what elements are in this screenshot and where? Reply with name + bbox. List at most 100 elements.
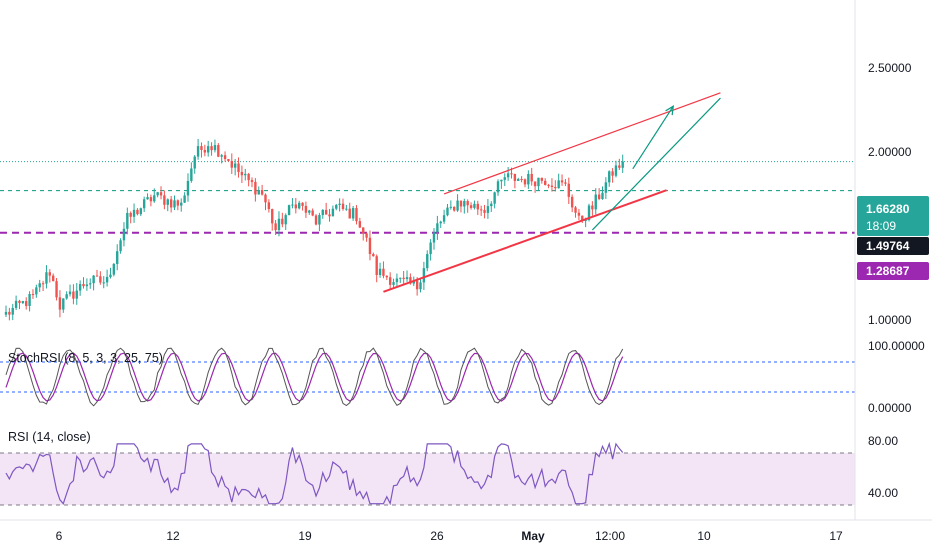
candle-body bbox=[567, 183, 570, 197]
time-tick-label: May bbox=[521, 529, 545, 543]
candle-body bbox=[65, 294, 68, 299]
candle-body bbox=[139, 208, 142, 215]
candle-body bbox=[530, 173, 533, 182]
candle-body bbox=[358, 221, 362, 228]
candle-body bbox=[479, 209, 483, 211]
lower-channel-trendline bbox=[383, 189, 667, 293]
candle-body bbox=[119, 240, 122, 252]
candle-body bbox=[109, 274, 112, 277]
candle-body bbox=[200, 146, 203, 150]
candle-body bbox=[163, 195, 166, 205]
rsi-axis-label: 80.00 bbox=[868, 434, 898, 448]
candle-body bbox=[608, 171, 611, 183]
candle-body bbox=[564, 182, 567, 184]
candle-body bbox=[469, 205, 473, 208]
stochrsi-pane[interactable] bbox=[0, 347, 855, 407]
candle-body bbox=[597, 194, 601, 200]
candle-body bbox=[533, 181, 537, 187]
stochrsi-title[interactable]: StochRSI (8, 5, 3, 3, 25, 75) bbox=[8, 351, 163, 365]
candle-body bbox=[48, 272, 52, 276]
candle-body bbox=[308, 210, 311, 213]
candle-body bbox=[193, 156, 196, 169]
candle-body bbox=[149, 197, 153, 202]
candle-body bbox=[210, 146, 213, 151]
candle-body bbox=[560, 180, 564, 183]
candle-body bbox=[375, 256, 378, 275]
rsi-pane[interactable] bbox=[0, 441, 855, 506]
time-tick-label: 12:00 bbox=[595, 529, 625, 543]
candle-body bbox=[62, 298, 65, 310]
candle-body bbox=[220, 155, 223, 157]
candle-body bbox=[122, 228, 126, 241]
support-tag bbox=[857, 262, 929, 280]
candle-body bbox=[570, 196, 574, 208]
candle-body bbox=[426, 254, 429, 269]
price-tick-label: 2.00000 bbox=[868, 145, 912, 159]
arrow-short-trendline bbox=[632, 105, 674, 170]
axes bbox=[0, 0, 932, 521]
candle-body bbox=[173, 200, 176, 208]
candle-body bbox=[254, 181, 257, 195]
rsi-title[interactable]: RSI (14, close) bbox=[8, 430, 91, 444]
candle-body bbox=[456, 200, 459, 211]
rsi-band-fill bbox=[0, 453, 855, 505]
candle-body bbox=[584, 220, 587, 222]
candle-body bbox=[594, 194, 597, 210]
stoch-k-line bbox=[5, 347, 624, 407]
candle-body bbox=[35, 287, 38, 295]
stoch-axis-label: 0.00000 bbox=[868, 401, 912, 415]
candle-body bbox=[318, 215, 321, 225]
candle-body bbox=[557, 180, 560, 189]
candle-body bbox=[314, 215, 318, 225]
candle-body bbox=[601, 192, 604, 200]
upper-channel-trendline bbox=[443, 92, 721, 195]
last-price-value: 1.66280 bbox=[866, 202, 910, 216]
candle-body bbox=[604, 182, 608, 193]
candle-body bbox=[264, 194, 267, 203]
candle-body bbox=[233, 163, 237, 168]
arrow-long-trendline bbox=[591, 97, 721, 231]
candle-body bbox=[146, 197, 149, 200]
candle-body bbox=[92, 275, 95, 284]
candle-body bbox=[112, 263, 116, 275]
candle-body bbox=[409, 277, 412, 284]
bar-countdown: 18:09 bbox=[866, 219, 896, 233]
candle-body bbox=[419, 282, 422, 290]
candle-body bbox=[284, 215, 287, 225]
candle-body bbox=[31, 294, 35, 296]
candle-body bbox=[537, 177, 540, 187]
candle-body bbox=[203, 149, 207, 153]
time-tick-label: 6 bbox=[56, 529, 63, 543]
rsi-axis-label: 40.00 bbox=[868, 486, 898, 500]
candle-body bbox=[466, 201, 469, 206]
candle-body bbox=[166, 199, 169, 205]
candle-body bbox=[223, 155, 227, 160]
candle-body bbox=[196, 146, 200, 157]
candle-body bbox=[395, 278, 399, 283]
candle-body bbox=[355, 208, 358, 222]
candle-body bbox=[341, 203, 345, 210]
candle-body bbox=[304, 205, 308, 213]
candle-body bbox=[129, 212, 132, 217]
candle-body bbox=[527, 173, 530, 185]
candle-body bbox=[257, 190, 260, 195]
candle-body bbox=[412, 280, 415, 284]
candle-body bbox=[207, 146, 210, 153]
level-tag bbox=[857, 237, 929, 255]
candle-body bbox=[550, 185, 554, 187]
price-pane[interactable] bbox=[0, 92, 855, 321]
candle-body bbox=[490, 203, 493, 207]
candle-body bbox=[446, 207, 449, 216]
candle-body bbox=[213, 145, 217, 151]
candle-body bbox=[180, 202, 183, 206]
candle-body bbox=[237, 163, 240, 172]
stoch-axis-label: 100.00000 bbox=[868, 339, 925, 353]
level-tag-value: 1.49764 bbox=[866, 239, 910, 253]
candle-body bbox=[260, 190, 264, 195]
candle-body bbox=[324, 209, 328, 215]
candle-body bbox=[587, 205, 591, 221]
candle-body bbox=[274, 223, 277, 231]
candle-body bbox=[244, 173, 247, 176]
candle-body bbox=[581, 215, 584, 221]
